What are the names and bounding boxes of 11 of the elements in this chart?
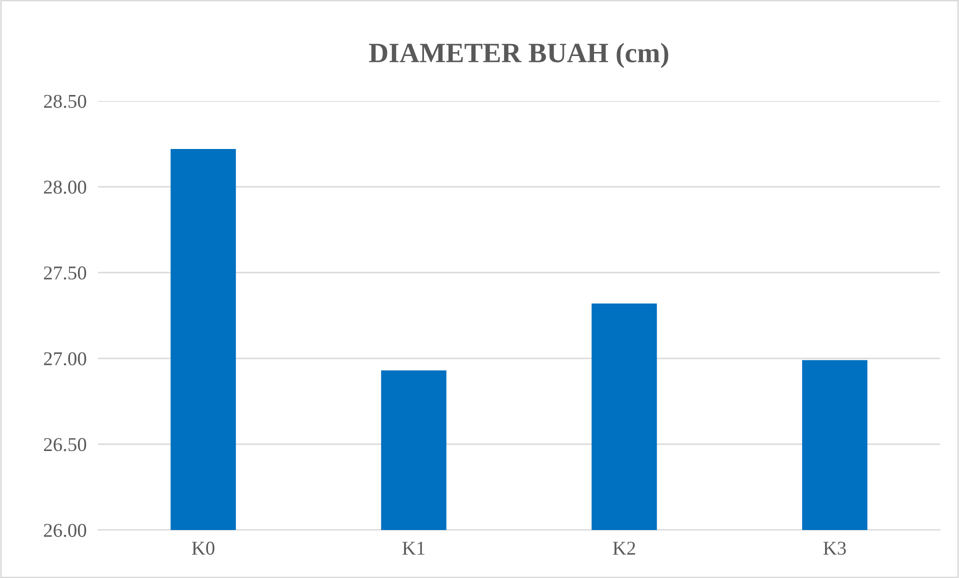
x-tick-label: K3 <box>823 542 846 555</box>
x-tick-label: K0 <box>192 542 214 555</box>
x-tick-label: K2 <box>612 542 636 555</box>
x-tick-label: K1 <box>402 542 424 555</box>
y-tick-label: 28.00 <box>44 180 86 194</box>
y-tick-label: 27.00 <box>44 352 86 366</box>
y-tick-label: 28.50 <box>44 94 86 108</box>
y-tick-label: 26.50 <box>44 438 86 452</box>
y-tick-label: 27.50 <box>44 266 86 280</box>
chart-title: DIAMETER BUAH (cm) <box>369 42 668 68</box>
y-tick-label: 26.00 <box>44 524 86 538</box>
